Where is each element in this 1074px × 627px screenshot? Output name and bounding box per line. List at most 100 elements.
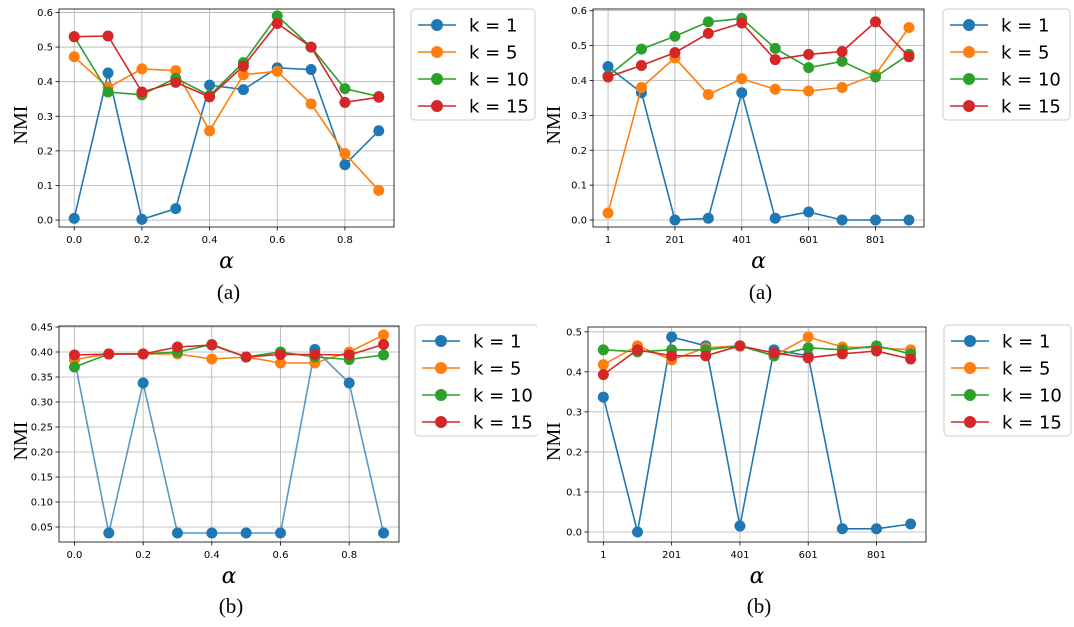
data-point xyxy=(803,48,815,60)
y-tick-label: 0.5 xyxy=(37,43,53,54)
data-point xyxy=(171,527,183,539)
subfigure-caption: (a) xyxy=(217,280,240,304)
data-point xyxy=(669,30,681,42)
legend-label: k = 1 xyxy=(1001,16,1049,37)
data-point xyxy=(836,348,848,360)
legend-marker xyxy=(964,362,976,374)
data-point xyxy=(206,527,218,539)
x-tick-label: 801 xyxy=(866,235,885,246)
data-point xyxy=(136,63,148,75)
data-point xyxy=(632,526,644,538)
data-point xyxy=(102,30,114,42)
data-point xyxy=(802,331,814,343)
x-tick-label: 401 xyxy=(730,550,749,561)
data-point xyxy=(68,212,80,224)
x-tick-label: 0.0 xyxy=(66,235,82,246)
x-tick-label: 201 xyxy=(662,550,681,561)
legend-label: k = 15 xyxy=(469,97,529,118)
legend-label: k = 5 xyxy=(1001,43,1049,64)
data-point xyxy=(170,76,182,88)
y-tick-label: 0.0 xyxy=(566,527,582,538)
legend-label: k = 1 xyxy=(1002,332,1050,353)
x-tick-label: 0.0 xyxy=(67,550,83,561)
data-point xyxy=(635,81,647,93)
y-tick-label: 0.35 xyxy=(31,373,53,384)
y-tick-label: 0.5 xyxy=(571,41,587,52)
series-line xyxy=(603,344,911,357)
y-tick-label: 0.30 xyxy=(31,398,53,409)
data-point xyxy=(136,86,148,98)
x-axis-label: α xyxy=(750,564,765,589)
data-point xyxy=(734,520,746,532)
data-point xyxy=(68,51,80,63)
y-tick-label: 0.40 xyxy=(31,348,53,359)
data-point xyxy=(136,213,148,225)
data-point xyxy=(602,207,614,219)
y-tick-label: 0.15 xyxy=(31,473,53,484)
legend-marker xyxy=(964,335,976,347)
data-point xyxy=(803,85,815,97)
x-axis-label: α xyxy=(222,564,237,589)
x-axis-label: α xyxy=(751,249,766,274)
data-point xyxy=(836,55,848,67)
series-line xyxy=(74,22,379,104)
legend-marker xyxy=(963,100,975,112)
data-point xyxy=(204,125,216,137)
data-point xyxy=(271,10,283,22)
data-point xyxy=(206,353,218,365)
data-point xyxy=(378,329,390,341)
data-point xyxy=(602,71,614,83)
data-point xyxy=(68,31,80,43)
data-point xyxy=(343,349,355,361)
x-tick-label: 0.8 xyxy=(337,235,353,246)
legend-label: k = 10 xyxy=(469,70,529,91)
data-point xyxy=(870,214,882,226)
x-tick-label: 601 xyxy=(799,550,818,561)
data-point xyxy=(836,81,848,93)
y-axis-label: NMI xyxy=(543,422,565,461)
data-point xyxy=(903,21,915,33)
data-point xyxy=(836,46,848,58)
data-point xyxy=(700,350,712,362)
data-point xyxy=(102,86,114,98)
legend-marker xyxy=(963,46,975,58)
data-point xyxy=(204,79,216,91)
data-point xyxy=(237,60,249,72)
subfigure-caption: (b) xyxy=(747,594,772,618)
legend-marker xyxy=(964,416,976,428)
data-point xyxy=(170,65,182,77)
x-axis-label: α xyxy=(219,249,234,274)
y-tick-label: 0.20 xyxy=(31,448,53,459)
y-tick-label: 0.3 xyxy=(37,112,53,123)
data-point xyxy=(836,523,848,535)
data-point xyxy=(373,91,385,103)
plot-frame xyxy=(592,8,925,228)
legend-marker xyxy=(963,73,975,85)
legend-marker xyxy=(431,100,443,112)
y-tick-label: 0.1 xyxy=(571,181,587,192)
chart-panel-1: 0.0 0.1 0.2 0.3 0.4 0.5 0.6 0.0 0.2 0.4 0.6 0.8 NMI α… xyxy=(0,0,537,312)
legend-marker xyxy=(435,416,447,428)
data-point xyxy=(271,18,283,30)
data-point xyxy=(305,64,317,76)
data-point xyxy=(275,357,287,369)
data-point xyxy=(137,377,149,389)
y-tick-label: 0.25 xyxy=(31,423,53,434)
x-tick-label: 801 xyxy=(867,550,886,561)
data-point xyxy=(378,349,390,361)
data-point xyxy=(635,60,647,72)
data-point xyxy=(103,527,115,539)
data-point xyxy=(275,349,287,360)
legend-marker xyxy=(435,335,447,347)
data-point xyxy=(702,212,714,224)
data-point xyxy=(768,347,780,359)
legend-marker xyxy=(431,46,443,58)
x-tick-label: 0.6 xyxy=(269,235,285,246)
data-point xyxy=(275,527,287,539)
data-point xyxy=(669,214,681,226)
data-point xyxy=(309,349,321,360)
series-line xyxy=(73,66,380,221)
data-point xyxy=(597,344,609,356)
plot-frame xyxy=(587,326,927,543)
y-tick-label: 0.10 xyxy=(31,498,53,509)
